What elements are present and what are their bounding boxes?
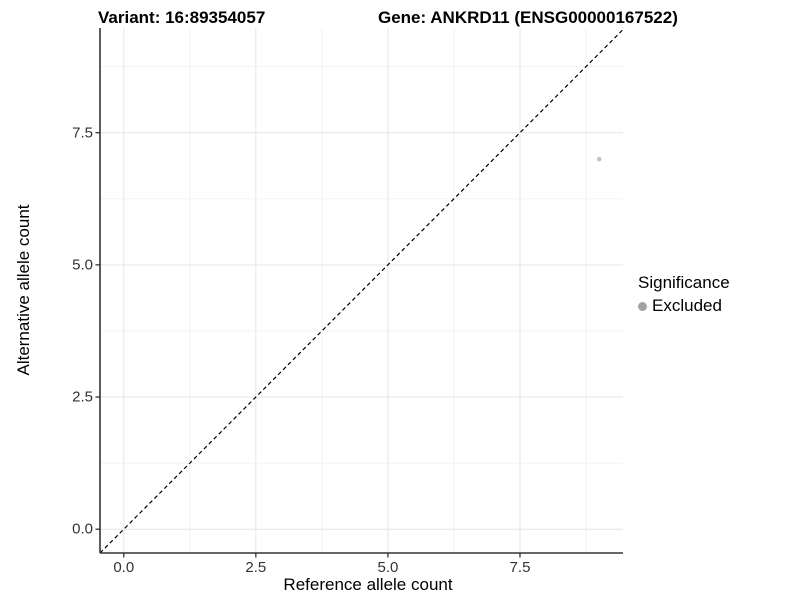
x-axis-title: Reference allele count	[283, 575, 453, 594]
x-tick-label: 7.5	[509, 559, 531, 576]
y-tick-label: 5.0	[72, 256, 93, 274]
y-tick-label: 0.0	[72, 520, 93, 538]
legend-title: Significance	[638, 273, 730, 292]
x-tick-label: 2.5	[245, 559, 267, 576]
x-tick-label: 5.0	[377, 559, 399, 576]
variant-title: Variant: 16:89354057	[98, 8, 266, 27]
legend: Significance Excluded	[638, 273, 730, 316]
y-tick-label: 7.5	[72, 124, 93, 142]
identity-dashed-line	[99, 29, 624, 554]
legend-item-excluded: Excluded	[638, 296, 730, 316]
data-point	[596, 156, 602, 162]
x-tick-label: 0.0	[113, 559, 135, 576]
excluded-point-icon	[638, 301, 647, 311]
legend-item-label: Excluded	[652, 296, 722, 315]
y-tick-label: 2.5	[72, 388, 93, 406]
gene-title: Gene: ANKRD11 (ENSG00000167522)	[378, 8, 678, 27]
y-axis-title: Alternative allele count	[14, 204, 33, 376]
